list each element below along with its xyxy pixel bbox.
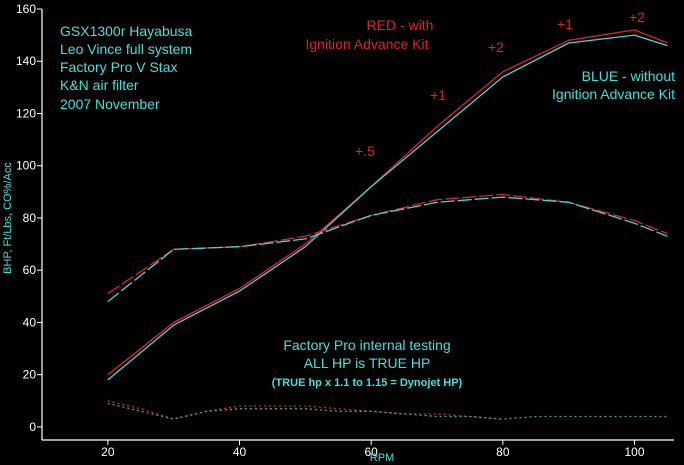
blue-legend-line-2: Ignition Advance Kit bbox=[552, 86, 675, 102]
y-tick-label: 100 bbox=[16, 159, 36, 173]
series-line-blue-solid bbox=[107, 34, 668, 381]
x-tick-label: 20 bbox=[101, 445, 115, 459]
y-tick-label: 20 bbox=[23, 368, 37, 382]
x-tick-label: 100 bbox=[624, 445, 644, 459]
testing-note-line-2: ALL HP is TRUE HP bbox=[304, 355, 431, 371]
y-tick-label: 40 bbox=[23, 315, 37, 329]
info-line-stacks: Factory Pro V Stax bbox=[60, 59, 177, 75]
series-line-green-dotted bbox=[107, 402, 668, 420]
info-line-model: GSX1300r Hayabusa bbox=[60, 23, 193, 39]
conversion-note: (TRUE hp x 1.1 to 1.15 = Dynojet HP) bbox=[272, 377, 463, 389]
x-axis-title: RPM bbox=[370, 452, 394, 464]
gain-annotations: +.5 +1 +2 +1 +2 bbox=[355, 9, 645, 159]
gain-label-100: +2 bbox=[629, 9, 645, 25]
x-tick-label: 80 bbox=[496, 445, 510, 459]
y-tick-label: 60 bbox=[23, 263, 37, 277]
info-block: GSX1300r Hayabusa Leo Vince full system … bbox=[60, 23, 193, 112]
series-line-red-solid bbox=[107, 29, 668, 376]
info-line-date: 2007 November bbox=[60, 96, 160, 112]
info-line-filter: K&N air filter bbox=[60, 77, 139, 93]
info-line-exhaust: Leo Vince full system bbox=[60, 41, 192, 57]
x-tick-label: 60 bbox=[364, 445, 378, 459]
gain-label-70: +1 bbox=[430, 87, 446, 103]
red-legend-line-1: RED - with bbox=[367, 17, 434, 33]
y-tick-label: 140 bbox=[16, 54, 36, 68]
y-tick-label: 0 bbox=[29, 420, 36, 434]
testing-note-line-1: Factory Pro internal testing bbox=[283, 337, 450, 353]
y-axis-title: BHP, Ft/Lbs, CO%/Acc bbox=[2, 162, 14, 274]
series-line-red-dotted bbox=[107, 400, 503, 420]
red-legend-line-2: Ignition Advance Kit bbox=[306, 36, 429, 52]
gain-label-90: +1 bbox=[557, 16, 573, 32]
y-tick-label: 120 bbox=[16, 106, 36, 120]
x-tick-label: 40 bbox=[233, 445, 247, 459]
y-tick-label: 80 bbox=[23, 211, 37, 225]
blue-legend-line-1: BLUE - without bbox=[582, 68, 675, 84]
gain-label-60: +.5 bbox=[355, 143, 375, 159]
testing-notes: Factory Pro internal testing ALL HP is T… bbox=[272, 337, 463, 389]
blue-legend: BLUE - without Ignition Advance Kit bbox=[552, 68, 675, 102]
series-line-blue-dashed bbox=[107, 196, 668, 303]
gain-label-80: +2 bbox=[488, 39, 504, 55]
y-tick-label: 160 bbox=[16, 2, 36, 16]
red-legend: RED - with Ignition Advance Kit bbox=[306, 17, 434, 52]
series-line-red-dashed bbox=[107, 193, 668, 295]
